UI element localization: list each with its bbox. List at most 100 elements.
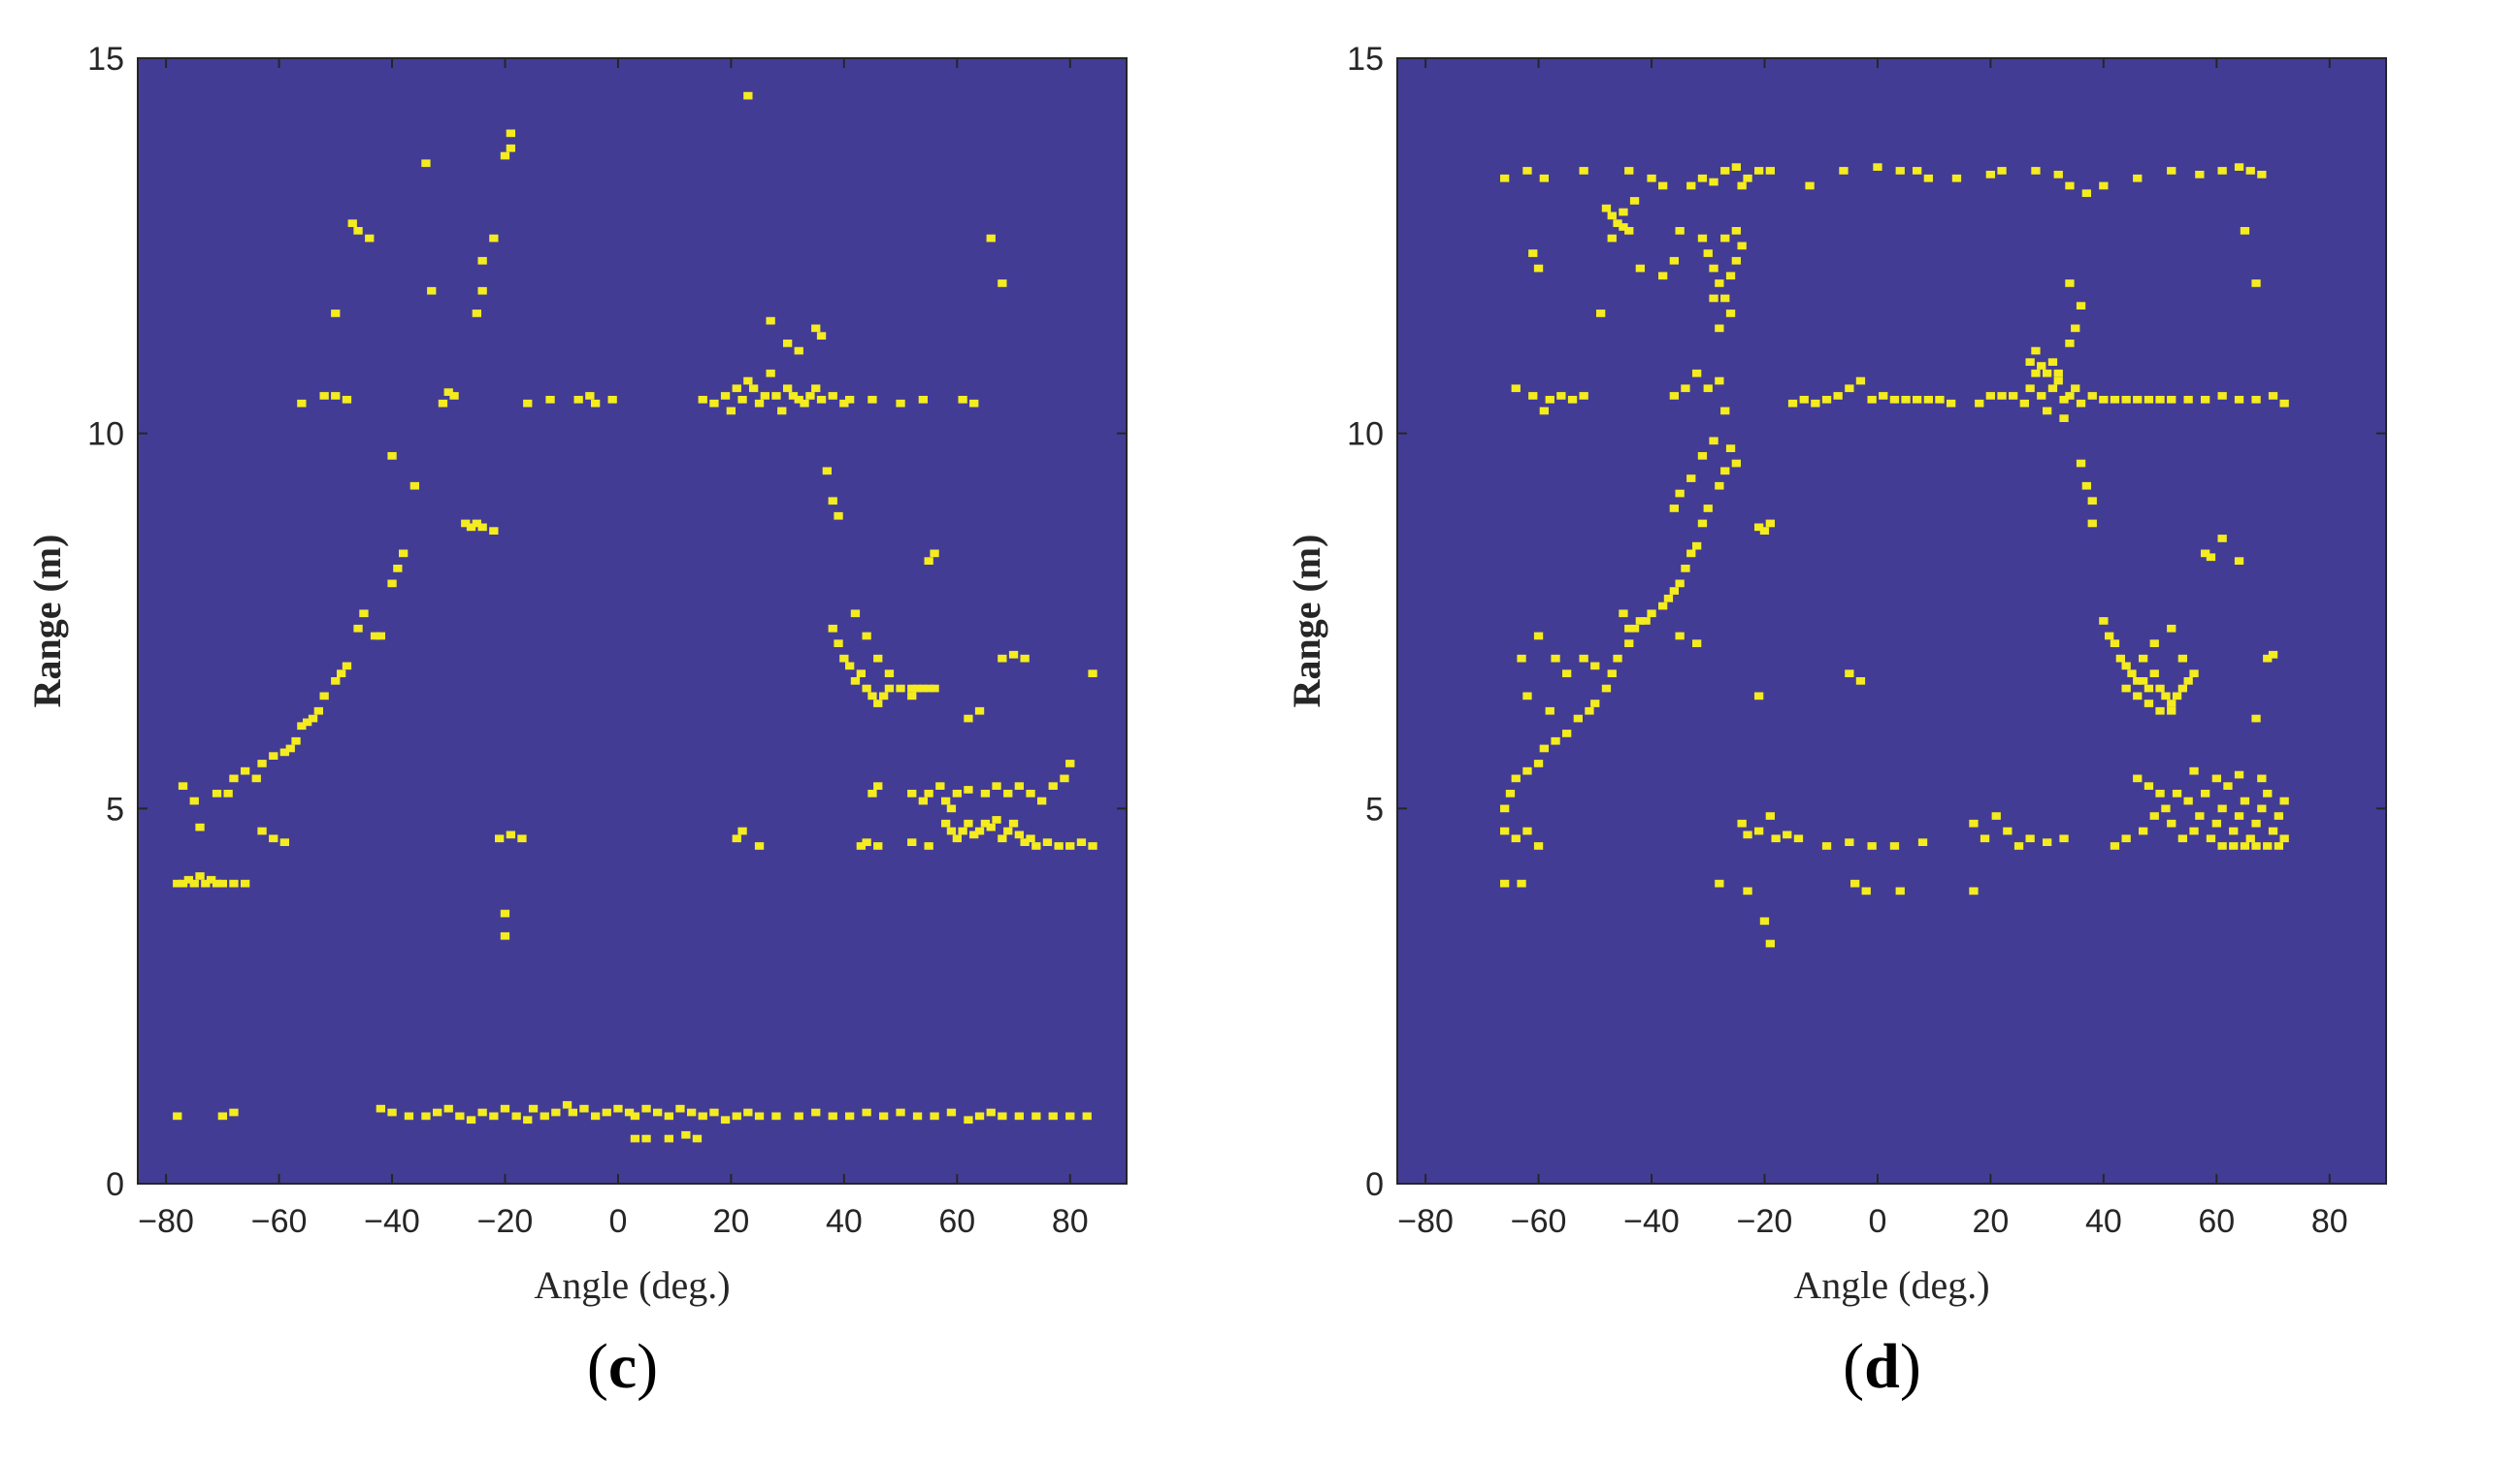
detection-cell [946,827,957,835]
detection-cell [1855,376,1866,385]
detection-cell [489,1112,499,1121]
detection-cell [1060,774,1069,783]
detection-cell [907,838,917,846]
detection-cell [709,399,719,407]
detection-cell [1669,505,1679,512]
detection-cell [2257,171,2267,179]
detection-cell [353,227,363,235]
detection-cell [1759,527,1770,535]
detection-cell [743,91,753,100]
detection-cell [918,797,928,805]
detection-cell [269,834,278,843]
detection-cell [2081,481,2091,490]
detection-cell [2149,669,2159,677]
detection-cell [845,1112,855,1121]
detection-cell [2251,714,2261,723]
detection-cell [2274,842,2283,850]
detection-cell [974,1112,985,1121]
detection-cell [630,1112,640,1121]
detection-cell [766,369,775,377]
detection-cell [2121,662,2131,670]
detection-cell [912,1112,923,1121]
detection-cell [754,399,765,407]
detection-cell [946,1108,957,1117]
detection-cell [896,399,905,407]
detection-cell [1579,654,1588,663]
detection-cell [319,692,329,700]
detection-cell [924,842,933,850]
detection-cell [998,1112,1007,1121]
detection-cell [279,748,289,757]
y-tick-label: 15 [1347,41,1384,78]
detection-cell [1703,249,1713,257]
detection-cell [873,842,883,850]
y-tick-label: 15 [87,41,124,78]
detection-cell [2076,302,2086,309]
detection-cell [1635,264,1645,273]
detection-cell [2217,392,2227,400]
detection-cell [845,396,855,404]
detection-cell [1743,831,1752,839]
detection-cell [879,1112,889,1121]
detection-cell [1545,396,1555,404]
detection-cell [2177,684,2187,693]
detection-cell [788,392,799,400]
detection-cell [2149,639,2159,647]
detection-cell [1799,396,1809,404]
detection-cell [2031,167,2041,175]
detection-cell [800,399,809,407]
detection-cell [1850,879,1860,888]
x-tick-label: −20 [1737,1203,1793,1240]
detection-cell [816,332,827,340]
detection-cell [2240,797,2250,805]
detection-cell [879,692,889,700]
x-tick-label: 0 [1868,1203,1886,1240]
detection-cell [1901,396,1911,404]
detection-cell [376,632,385,640]
detection-cell [297,722,307,731]
detection-cell [1511,834,1521,843]
detection-cell [2047,358,2058,366]
detection-cell [489,234,499,243]
detection-cell [1505,790,1516,798]
x-axis-title: Angle (deg.) [534,1263,730,1307]
detection-cell [1720,467,1730,475]
x-tick-label: 40 [2085,1203,2122,1240]
detection-cell [2211,819,2221,828]
detection-cell [2043,407,2052,415]
detection-cell [443,388,453,396]
detection-cell [2110,396,2120,404]
detection-cell [427,286,437,295]
detection-cell [223,790,233,798]
detection-cell [1511,384,1521,393]
detection-cell [816,396,827,404]
detection-cell [506,129,515,138]
detection-cell [1681,384,1690,393]
detection-cell [1562,669,1572,677]
detection-cell [794,346,803,355]
y-tick-label: 0 [1365,1166,1384,1203]
detection-cell [1065,842,1075,850]
detection-cell [1821,842,1832,850]
detection-cell [918,396,928,404]
detection-cell [1697,234,1708,243]
detection-cell [2133,677,2143,685]
detection-cell [2133,174,2143,182]
detection-cell [523,399,533,407]
detection-cell [1619,208,1628,216]
detection-cell [404,1112,414,1121]
detection-cell [2076,459,2086,468]
detection-cell [2240,227,2250,235]
x-tick-label: 0 [608,1203,627,1240]
detection-cell [1991,812,2001,820]
detection-cell [2201,396,2210,404]
detection-cell [1008,819,1019,828]
detection-cell [1522,167,1532,175]
detection-cell [376,1104,385,1113]
detection-cell [1913,396,1922,404]
detection-cell [1725,272,1736,280]
detection-cell [1715,376,1724,385]
detection-cell [2025,358,2035,366]
detection-cell [2268,392,2278,400]
detection-cell [1551,736,1560,745]
